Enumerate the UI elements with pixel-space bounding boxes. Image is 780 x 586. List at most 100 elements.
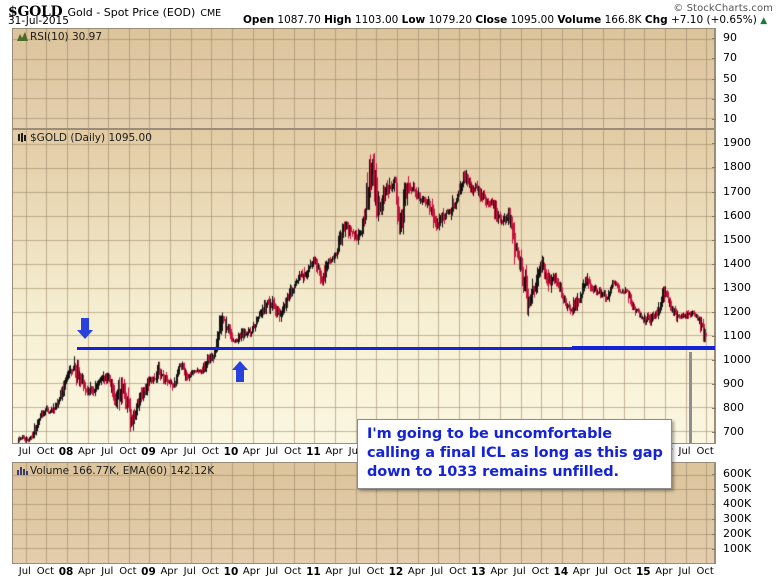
x-axis-tick-label: Oct — [201, 446, 219, 457]
x-axis-tick-label: Jul — [266, 566, 279, 577]
change-value: +7.10 (+0.65%) — [670, 14, 757, 26]
y-axis-tick-label: 1100 — [723, 328, 751, 342]
y-axis-tick: 1000 — [712, 352, 751, 366]
x-axis-tick-label: Jul — [18, 566, 31, 577]
y-axis-tick: 1100 — [712, 328, 751, 342]
x-axis-tick-label: Apr — [242, 446, 261, 457]
high-value: 1103.00 — [354, 14, 399, 26]
x-axis-tick-label: Oct — [36, 566, 55, 577]
y-axis-tick: 70 — [712, 51, 737, 65]
y-axis-tick: 10 — [712, 111, 737, 125]
up-triangle-icon: ▲ — [760, 16, 768, 26]
x-axis-tick-label: Apr — [242, 566, 261, 577]
x-axis-tick-label: Jul — [678, 446, 691, 457]
price-panel-label: $GOLD (Daily) 1095.00 — [17, 132, 152, 145]
y-axis-tick-label: 900 — [723, 376, 744, 390]
x-axis-tick-label: Apr — [407, 566, 426, 577]
rsi-panel: RSI(10) 30.97 — [12, 28, 715, 129]
y-axis-tick-label: 400K — [723, 497, 752, 510]
x-axis-tick-label: Jul — [513, 566, 526, 577]
y-axis-tick-label: 1500 — [723, 232, 751, 246]
x-axis-tick-label: Apr — [160, 566, 178, 577]
close-value: 1095.00 — [510, 14, 555, 26]
x-axis-tick-label: Oct — [119, 566, 137, 577]
volume-bars-icon — [17, 466, 28, 478]
x-axis-tick-label: Jul — [348, 566, 361, 577]
x-axis-tick-label: Oct — [366, 566, 384, 577]
x-axis-tick-label: Oct — [614, 566, 632, 577]
y-axis-tick: 400K — [711, 497, 752, 510]
x-axis-tick-label: Oct — [531, 566, 549, 577]
y-axis-tick: 1400 — [712, 256, 751, 270]
x-axis-lower: Jul Oct 08 Apr Jul Oct 09 Apr Jul Oct 10 Apr Jul Oct 1… — [12, 566, 715, 582]
y-axis-tick: 1300 — [712, 281, 751, 294]
annotation-line-2: calling a final ICL as long as this gap — [367, 445, 663, 462]
volume-panel-label: Volume 166.77K, EMA(60) 142.12K — [17, 465, 214, 478]
x-axis-tick-label: 14 — [553, 566, 569, 578]
x-axis-tick-label: 11 — [306, 566, 321, 578]
x-axis-tick-label: 09 — [141, 566, 156, 578]
symbol-description: Gold - Spot Price (EOD) — [67, 6, 196, 19]
x-axis-tick-label: Oct — [284, 566, 302, 577]
x-axis-tick-label: Jul — [431, 566, 444, 577]
chart-header: $GOLD Gold - Spot Price (EOD) CME © Stoc… — [0, 0, 780, 28]
x-axis-tick-label: Apr — [655, 566, 673, 577]
x-axis-tick-label: Jul — [18, 446, 31, 457]
y-axis-tick-label: 1000 — [723, 352, 751, 366]
x-axis-tick-label: Oct — [36, 446, 55, 457]
y-axis-tick: 600K — [711, 467, 751, 480]
rsi-y-axis: 90 70 50 30 10 — [712, 28, 780, 129]
x-axis-tick-label: 08 — [58, 446, 74, 458]
y-axis-tick-label: 10 — [723, 111, 737, 125]
y-axis-tick-label: 300K — [723, 512, 752, 525]
x-axis-tick-label: Apr — [325, 566, 343, 577]
y-axis-tick: 1500 — [712, 232, 751, 246]
y-axis-tick-label: 1700 — [723, 184, 751, 198]
x-axis-tick-label: Oct — [201, 566, 219, 577]
x-axis-tick-label: Oct — [696, 446, 714, 457]
y-axis-tick-label: 1200 — [723, 304, 751, 318]
y-axis-tick: 200K — [711, 527, 752, 540]
y-axis-tick-label: 1400 — [723, 256, 751, 270]
x-axis-tick-label: Jul — [101, 566, 114, 577]
y-axis-tick: 500K — [711, 482, 752, 495]
y-axis-tick: 700 — [712, 425, 744, 438]
up-arrow-marker — [231, 360, 249, 386]
high-label: High — [324, 14, 352, 26]
y-axis-tick: 1900 — [712, 136, 751, 149]
x-axis-tick-label: Oct — [696, 566, 714, 577]
x-axis-tick-label: Oct — [284, 446, 302, 457]
rsi-label-text: RSI(10) 30.97 — [30, 31, 103, 43]
x-axis-tick-label: Apr — [490, 566, 508, 577]
y-axis-tick: 1600 — [712, 208, 751, 222]
y-axis-tick: 50 — [712, 72, 737, 85]
x-axis-tick-label: 11 — [306, 446, 321, 458]
down-arrow-marker — [76, 318, 94, 344]
symbol-exchange: CME — [200, 8, 222, 19]
support-line-1033-extension — [572, 346, 715, 350]
x-axis-tick-label: Jul — [101, 446, 114, 457]
price-plot-area — [13, 130, 714, 443]
x-axis-tick-label: 12 — [388, 566, 404, 578]
y-axis-tick: 90 — [712, 31, 737, 44]
candlestick-icon — [17, 133, 28, 145]
x-axis-tick-label: Oct — [449, 566, 467, 577]
volume-label: Volume — [557, 14, 602, 26]
x-axis-tick-label: Apr — [77, 446, 96, 457]
x-axis-tick-label: Apr — [160, 446, 178, 457]
rsi-panel-label: RSI(10) 30.97 — [17, 31, 102, 44]
x-axis-tick-label: 08 — [58, 566, 74, 578]
y-axis-tick-label: 500K — [723, 482, 752, 495]
y-axis-tick-label: 1600 — [723, 208, 751, 222]
low-value: 1079.20 — [428, 14, 473, 26]
x-axis-tick-label: Apr — [77, 566, 96, 577]
annotation-line-3: down to 1033 remains unfilled. — [367, 464, 619, 481]
y-axis-tick-label: 100K — [723, 542, 752, 555]
y-axis-tick-label: 70 — [723, 51, 737, 65]
y-axis-tick: 900 — [712, 376, 744, 390]
y-axis-tick-label: 200K — [723, 527, 752, 540]
x-axis-tick-label: 13 — [471, 566, 486, 578]
x-axis-tick-label: 10 — [223, 566, 239, 578]
x-axis-tick-label: Jul — [596, 566, 609, 577]
x-axis-tick-label: Jul — [183, 566, 196, 577]
